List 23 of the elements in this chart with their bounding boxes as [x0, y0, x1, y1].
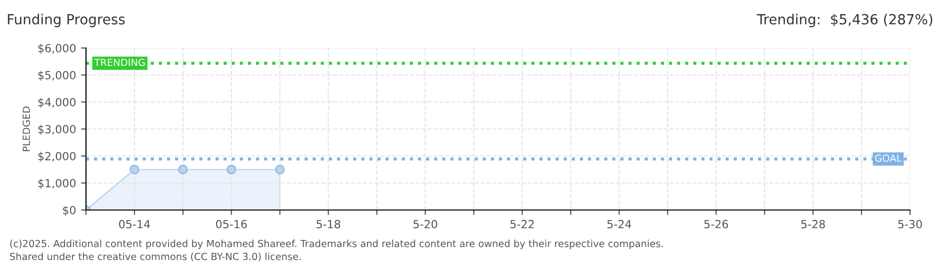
text: Trending: $5,436 (287%): [756, 14, 932, 28]
x-tick-label: 05-14: [119, 220, 150, 228]
ref-line-label: TRENDING: [94, 58, 145, 66]
text: (c)2025. Additional content provided by Mohamed Shareef. Trademarks and related content are owned by their respective companies.: [10, 240, 663, 250]
y-tick-label: $5,000: [38, 70, 76, 81]
x-tick-label: 5-20: [414, 220, 438, 228]
y-tick-label: $0: [63, 206, 76, 216]
x-tick-label: 05-16: [216, 220, 247, 228]
x-tick-label: 5-18: [316, 220, 340, 228]
x-tick-label: 5-26: [704, 220, 728, 228]
y-tick-label: $1,000: [38, 178, 76, 189]
y-tick-label: $2,000: [38, 152, 76, 162]
x-tick-label: 5-22: [510, 220, 534, 228]
x-tick-label: 5-30: [898, 220, 922, 228]
chart-title: Funding Progress: [8, 14, 125, 28]
text: Shared under the creative commons (CC BY-NC 3.0) license.: [10, 252, 301, 262]
y-tick-label: $6,000: [38, 44, 76, 54]
y-tick-label: $3,000: [38, 124, 76, 135]
x-tick-label: 5-28: [801, 220, 825, 228]
ref-line-label: GOAL: [875, 154, 902, 162]
x-tick-label: 5-24: [607, 220, 632, 228]
y-tick-label: $4,000: [38, 98, 76, 108]
y-axis-title: PLEDGED: [22, 106, 30, 152]
